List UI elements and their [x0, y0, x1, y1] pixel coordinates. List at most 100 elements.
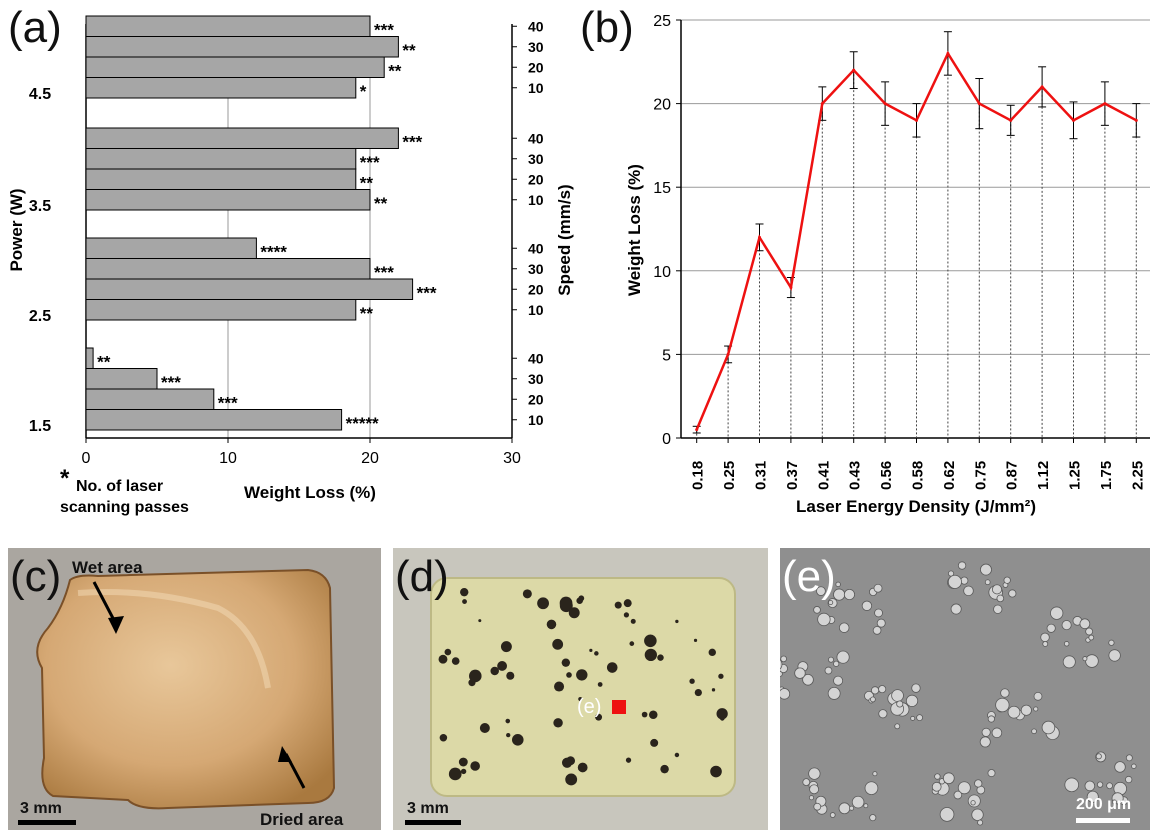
dark-spot: [674, 752, 680, 758]
sem-particle: [780, 655, 787, 663]
bar: [85, 36, 399, 58]
bar-passes-label: *****: [346, 414, 379, 433]
y-tick-label: 10: [653, 264, 671, 281]
sem-particle: [942, 772, 955, 785]
dark-spot: [576, 597, 583, 604]
scale-bar-c: [18, 820, 76, 825]
dark-spot: [689, 678, 695, 684]
wet-area-label: Wet area: [72, 558, 143, 577]
bar: [85, 77, 357, 99]
data-point: [1072, 118, 1075, 122]
sem-particle: [1061, 620, 1072, 631]
dark-spot: [438, 654, 448, 664]
bar-passes-label: **: [388, 61, 402, 80]
speed-tick-label: 20: [528, 59, 544, 75]
dried-arrow-icon: [278, 746, 292, 762]
bar-passes-label: *: [360, 82, 367, 101]
dark-spot: [439, 733, 448, 742]
sem-particle: [1033, 706, 1039, 712]
scale-bar-e: [1076, 818, 1130, 823]
x-tick-label: 10: [219, 450, 237, 467]
scale-bar-d: [405, 820, 461, 825]
bar: [85, 189, 371, 211]
sem-particle: [849, 805, 855, 811]
dark-spot: [568, 607, 580, 619]
sem-particle: [874, 608, 883, 618]
y-axis-title-left: Power (W): [7, 188, 26, 271]
dark-spot: [559, 596, 573, 610]
y-tick-label: 5: [662, 347, 671, 364]
photo-c: (c) Wet area Dried area 3 mm: [8, 548, 381, 830]
x-tick-label: 0.41: [815, 461, 832, 490]
dark-spot: [470, 761, 480, 771]
sem-particle: [1108, 639, 1115, 646]
sem-particle: [872, 626, 882, 635]
dark-spot: [478, 619, 482, 623]
dark-spot: [718, 673, 724, 679]
panel-b-letter: (b): [580, 3, 634, 52]
dark-spot: [490, 666, 499, 676]
speed-tick-label: 40: [528, 18, 544, 34]
data-point: [789, 286, 793, 290]
dark-spot: [614, 601, 622, 609]
dark-spot: [594, 651, 599, 656]
dark-spot: [716, 708, 728, 720]
y-tick-label: 25: [653, 13, 671, 30]
dried-area-label: Dried area: [260, 810, 344, 829]
speed-tick-label: 20: [528, 171, 544, 187]
sem-particle: [869, 814, 877, 822]
sem-particle: [827, 656, 834, 663]
sem-particle: [957, 781, 971, 795]
sem-particle: [1085, 654, 1099, 668]
bar: [85, 409, 343, 431]
panel-e-letter: (e): [782, 552, 836, 601]
sem-particle: [980, 563, 992, 576]
dark-spot: [648, 710, 658, 720]
sem-particle: [1042, 641, 1049, 647]
dark-spot: [451, 657, 460, 665]
bar-passes-label: ****: [260, 242, 287, 261]
sem-particle: [1008, 589, 1017, 598]
dried-sample-shape: [36, 568, 336, 810]
dark-spot: [710, 765, 722, 778]
data-point: [758, 235, 761, 239]
sem-particle: [910, 715, 916, 721]
dark-spot: [644, 648, 657, 662]
sem-particle: [813, 606, 821, 614]
sem-particle: [827, 687, 841, 700]
dark-spot: [500, 641, 512, 653]
dark-spot: [511, 734, 524, 746]
sem-particle: [1111, 799, 1117, 805]
sem-particle: [864, 781, 879, 795]
sem-particle: [1046, 623, 1056, 633]
footnote-line: No. of laser: [76, 478, 163, 495]
sem-particle: [991, 584, 1003, 595]
dark-spot: [468, 679, 476, 687]
sem-particle: [894, 723, 901, 730]
data-point: [883, 102, 887, 106]
pointer-arrows: [92, 581, 306, 789]
speed-tick-label: 30: [528, 261, 544, 277]
sem-particle: [838, 802, 851, 815]
dark-spot: [711, 688, 716, 692]
sem-particle: [939, 807, 955, 822]
laser-sample: [430, 577, 736, 797]
power-tick-label: 2.5: [29, 308, 51, 325]
bar: [85, 388, 215, 410]
sem-location-marker: [612, 700, 626, 714]
footnote-line: scanning passes: [60, 499, 189, 516]
x-axis-title: Laser Energy Density (J/mm²): [796, 497, 1036, 516]
bar: [85, 56, 385, 78]
sem-particle: [1096, 781, 1104, 788]
sem-particle: [931, 781, 942, 792]
sem-particle: [987, 769, 996, 778]
dark-spot: [720, 716, 725, 721]
scale-label-e: 200 μm: [1076, 796, 1132, 813]
sem-particle: [794, 667, 806, 679]
sem-particle: [833, 675, 844, 686]
panel-a-letter: (a): [8, 3, 62, 52]
dark-spot: [644, 634, 657, 648]
sem-particle: [1040, 632, 1050, 643]
sem-particle: [780, 659, 783, 670]
sem-particle: [960, 576, 969, 585]
